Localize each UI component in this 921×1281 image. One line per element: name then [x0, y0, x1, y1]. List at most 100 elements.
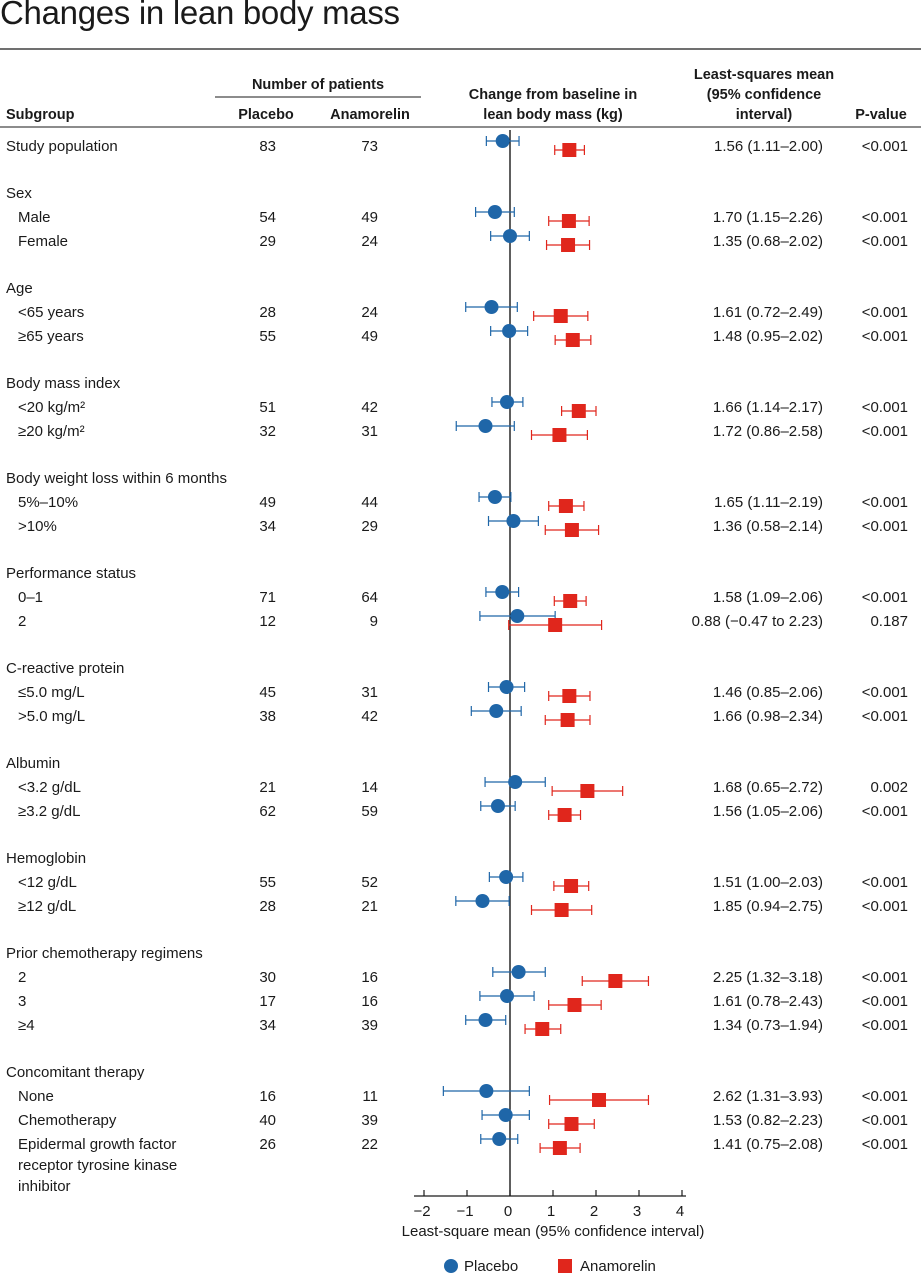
- subgroup-label: 5%–10%: [18, 494, 78, 511]
- pvalue-cell: <0.001: [862, 993, 908, 1010]
- subgroup-heading: Body weight loss within 6 months: [6, 470, 227, 487]
- placebo-point: [484, 300, 499, 314]
- placebo-point: [490, 799, 505, 813]
- subgroup-label: ≥20 kg/m²: [18, 423, 85, 440]
- subgroup-label: None: [18, 1088, 54, 1105]
- n-placebo-cell: 28: [259, 304, 276, 321]
- n-placebo-cell: 21: [259, 779, 276, 796]
- n-placebo-cell: 30: [259, 969, 276, 986]
- placebo-point: [489, 704, 504, 718]
- anamorelin-point: [552, 1141, 567, 1155]
- n-placebo-cell: 40: [259, 1112, 276, 1129]
- n-anamorelin-cell: 16: [361, 969, 378, 986]
- anamorelin-point: [562, 689, 577, 703]
- lsm-ci-cell: 1.85 (0.94–2.75): [713, 898, 823, 915]
- subgroup-heading: Age: [6, 280, 33, 297]
- n-placebo-cell: 45: [259, 684, 276, 701]
- pvalue-cell: <0.001: [862, 589, 908, 606]
- placebo-point: [499, 395, 514, 409]
- subgroup-label: 2: [18, 969, 26, 986]
- placebo-point: [508, 775, 523, 789]
- subgroup-label: Chemotherapy: [18, 1112, 117, 1129]
- anamorelin-point: [592, 1093, 607, 1107]
- subgroup-label-line: Epidermal growth factor: [18, 1136, 176, 1153]
- placebo-point: [510, 609, 525, 623]
- subgroup-label: 3: [18, 993, 26, 1010]
- subgroup-heading: Performance status: [6, 565, 136, 582]
- anamorelin-point: [564, 523, 579, 537]
- n-placebo-cell: 49: [259, 494, 276, 511]
- placebo-point: [475, 894, 490, 908]
- pvalue-cell: 0.002: [870, 779, 908, 796]
- subgroup-heading: Body mass index: [6, 375, 121, 392]
- n-placebo-cell: 71: [259, 589, 276, 606]
- lsm-ci-cell: 1.35 (0.68–2.02): [713, 233, 823, 250]
- n-anamorelin-cell: 73: [361, 138, 378, 155]
- n-anamorelin-cell: 52: [361, 874, 378, 891]
- subgroup-label-line: inhibitor: [18, 1178, 71, 1195]
- anamorelin-point: [565, 333, 580, 347]
- lsm-ci-cell: 1.41 (0.75–2.08): [713, 1136, 823, 1153]
- header-lsm-line1: Least-squares mean: [694, 67, 834, 83]
- lsm-ci-cell: 1.70 (1.15–2.26): [713, 209, 823, 226]
- lsm-ci-cell: 2.25 (1.32–3.18): [713, 969, 823, 986]
- pvalue-cell: 0.187: [870, 613, 908, 630]
- anamorelin-point: [564, 879, 579, 893]
- x-tick-label: 2: [590, 1203, 598, 1220]
- anamorelin-point: [552, 428, 567, 442]
- pvalue-cell: <0.001: [862, 1136, 908, 1153]
- placebo-point: [499, 989, 514, 1003]
- n-placebo-cell: 29: [259, 233, 276, 250]
- subgroup-heading: Hemoglobin: [6, 850, 86, 867]
- subgroup-label-line: receptor tyrosine kinase: [18, 1157, 177, 1174]
- lsm-ci-cell: 1.65 (1.11–2.19): [714, 494, 823, 511]
- subgroup-label: 0–1: [18, 589, 43, 606]
- lsm-ci-cell: 1.68 (0.65–2.72): [713, 779, 823, 796]
- placebo-point: [498, 1108, 513, 1122]
- lsm-ci-cell: 1.58 (1.09–2.06): [713, 589, 823, 606]
- subgroup-label: Epidermal growth factor receptor tyrosine…: [18, 1136, 177, 1195]
- subgroup-label: ≤5.0 mg/L: [18, 684, 85, 701]
- subgroup-label: 2: [18, 613, 26, 630]
- n-placebo-cell: 34: [259, 518, 276, 535]
- n-anamorelin-cell: 31: [361, 423, 378, 440]
- pvalue-cell: <0.001: [862, 233, 908, 250]
- x-tick-label: −2: [413, 1203, 430, 1220]
- placebo-point: [499, 870, 514, 884]
- subgroup-label: ≥3.2 g/dL: [18, 803, 80, 820]
- header-anamorelin: Anamorelin: [330, 107, 410, 123]
- subgroup-heading: Prior chemotherapy regimens: [6, 945, 203, 962]
- pvalue-cell: <0.001: [862, 898, 908, 915]
- n-placebo-cell: 16: [259, 1088, 276, 1105]
- x-tick-label: 4: [676, 1203, 684, 1220]
- n-anamorelin-cell: 22: [361, 1136, 378, 1153]
- pvalue-cell: <0.001: [862, 399, 908, 416]
- header-lsm-line2: (95% confidence: [707, 87, 821, 103]
- anamorelin-point: [567, 998, 582, 1012]
- n-placebo-cell: 55: [259, 874, 276, 891]
- page-title: Changes in lean body mass: [0, 0, 400, 31]
- n-anamorelin-cell: 9: [370, 613, 378, 630]
- placebo-point: [495, 585, 510, 599]
- legend-placebo-label: Placebo: [464, 1258, 518, 1275]
- lsm-ci-cell: 1.61 (0.72–2.49): [713, 304, 823, 321]
- lsm-ci-cell: 0.88 (−0.47 to 2.23): [692, 613, 823, 630]
- lsm-ci-cell: 1.51 (1.00–2.03): [713, 874, 823, 891]
- n-anamorelin-cell: 39: [361, 1017, 378, 1034]
- n-placebo-cell: 32: [259, 423, 276, 440]
- n-placebo-cell: 26: [259, 1136, 276, 1153]
- n-anamorelin-cell: 14: [361, 779, 378, 796]
- n-placebo-cell: 83: [259, 138, 276, 155]
- x-tick-label: 1: [547, 1203, 555, 1220]
- anamorelin-point: [562, 143, 577, 157]
- n-anamorelin-cell: 64: [361, 589, 378, 606]
- x-tick-label: 3: [633, 1203, 641, 1220]
- lsm-ci-cell: 1.66 (1.14–2.17): [713, 399, 823, 416]
- lsm-ci-cell: 1.72 (0.86–2.58): [713, 423, 823, 440]
- placebo-point: [506, 514, 521, 528]
- subgroup-heading: Concomitant therapy: [6, 1064, 145, 1081]
- n-anamorelin-cell: 31: [361, 684, 378, 701]
- placebo-point: [503, 229, 517, 243]
- header-change-line2: lean body mass (kg): [483, 107, 623, 123]
- pvalue-cell: <0.001: [862, 684, 908, 701]
